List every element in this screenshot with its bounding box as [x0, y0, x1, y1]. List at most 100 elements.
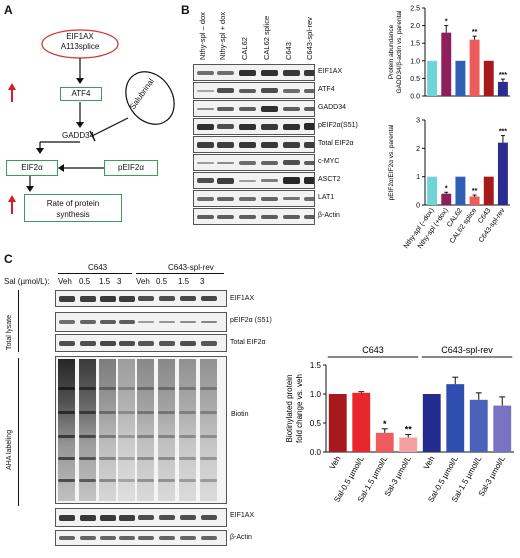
- blot-c-band: [100, 536, 116, 540]
- blot-b-band: [217, 88, 234, 93]
- salubrinal-ellipse: [125, 71, 175, 125]
- biotin-band: [179, 387, 196, 390]
- bar: [422, 394, 441, 452]
- biotin-lane: [137, 359, 154, 501]
- blot-b-band: [239, 214, 256, 219]
- blot-b-band: [239, 179, 256, 182]
- blot-b-band: [217, 124, 234, 129]
- blot-b-band: [197, 123, 214, 130]
- sal-dose-label: Sal (µmol/L):: [4, 277, 50, 286]
- blot-c-band: [59, 340, 75, 346]
- biotin-band: [200, 479, 217, 482]
- blot-c-band: [201, 515, 217, 520]
- aha-labeling-bracket: [18, 358, 19, 506]
- blot-b-band: [304, 141, 314, 148]
- blot-b-strip-8: [193, 208, 315, 225]
- y-tick-label: 0.5: [410, 76, 420, 83]
- panel-label-c: C: [4, 252, 13, 266]
- bar: [328, 394, 347, 452]
- blot-b-band: [197, 107, 214, 110]
- panel-label-b: B: [181, 3, 190, 17]
- lane-label-3: CAL62 splice: [262, 15, 271, 60]
- blot-c-band: [100, 295, 116, 302]
- blot-c-band: [180, 536, 196, 540]
- bar: [441, 32, 452, 96]
- biotin-lane: [158, 359, 175, 501]
- lane-label-1: Nthy-spl + dox: [218, 11, 227, 60]
- biotin-band: [79, 457, 96, 460]
- biotin-band: [99, 435, 116, 438]
- bar: [483, 176, 494, 205]
- group-line-spl-rev: [136, 273, 224, 274]
- total-lysate-bracket: [18, 290, 19, 352]
- blot-b-band: [239, 141, 256, 148]
- blot-c-band: [201, 340, 217, 346]
- y-axis-label: fold change vs. veh: [295, 374, 304, 443]
- blot-c-strip-bottom-0: [55, 508, 227, 527]
- blot-c-band: [119, 295, 135, 302]
- blot-b-strip-6: [193, 172, 315, 189]
- blot-c-band: [138, 536, 154, 540]
- blot-c-band: [159, 340, 175, 346]
- blot-c-band: [201, 536, 217, 540]
- biotin-band: [58, 479, 75, 482]
- bar: [441, 193, 452, 205]
- blot-b-band: [197, 196, 214, 201]
- blot-b-protein-label: LAT1: [318, 194, 335, 201]
- blot-b-band: [217, 161, 234, 164]
- blot-b-band: [239, 69, 256, 76]
- gadd34-label: GADD34: [62, 131, 95, 140]
- biotin-band: [158, 457, 175, 460]
- blot-c-label-bottom: β-Actin: [230, 534, 252, 541]
- group-label: C643: [362, 345, 384, 355]
- biotin-band: [137, 457, 154, 460]
- rate-label-2: synthesis: [56, 210, 90, 219]
- blot-c-band: [138, 321, 154, 323]
- blot-c-band: [59, 514, 75, 521]
- biotin-band: [179, 411, 196, 414]
- biotin-band: [79, 387, 96, 390]
- blot-b-band: [283, 141, 300, 148]
- blot-c-label-bottom: EIF1AX: [230, 512, 255, 519]
- blot-b-band: [304, 69, 314, 76]
- biotin-band: [179, 479, 196, 482]
- bar: [469, 196, 480, 205]
- biotin-band: [58, 435, 75, 438]
- blot-c-label-top: EIF1AX: [230, 295, 255, 302]
- blot-c-band: [159, 536, 175, 540]
- biotin-band: [200, 435, 217, 438]
- blot-b-band: [261, 196, 278, 201]
- bar: [455, 60, 466, 96]
- biotin-band: [118, 457, 135, 460]
- biotin-lane: [179, 359, 196, 501]
- blot-c-band: [138, 296, 154, 301]
- blot-b-band: [283, 123, 300, 130]
- biotin-band: [79, 435, 96, 438]
- dose-label-0: Veh: [58, 277, 72, 286]
- blot-c-band: [100, 340, 116, 346]
- blot-b-band: [217, 214, 234, 219]
- pathway-diagram: [8, 29, 175, 214]
- blot-b-band: [304, 123, 314, 130]
- blot-b-strip-4: [193, 136, 315, 153]
- blot-b-strip-3: [193, 118, 315, 135]
- dose-label-3: 3: [117, 277, 122, 286]
- blot-b-band: [197, 161, 214, 164]
- biotin-band: [99, 387, 116, 390]
- blot-b-protein-label: Total EIF2α: [318, 140, 354, 147]
- blot-b-strip-2: [193, 100, 315, 117]
- bar: [469, 399, 488, 452]
- biotin-band: [58, 411, 75, 414]
- blot-c-band: [80, 536, 96, 540]
- bar: [469, 39, 480, 96]
- blot-b-band: [261, 160, 278, 165]
- blot-b-strip-5: [193, 154, 315, 171]
- biotin-band: [99, 479, 116, 482]
- blot-c-label-top: pEIF2α (S51): [230, 317, 272, 324]
- significance-label: *: [445, 185, 448, 192]
- bar: [483, 60, 494, 96]
- biotin-lane: [99, 359, 116, 501]
- a113splice-label: A113splice: [60, 42, 100, 51]
- biotin-band: [118, 479, 135, 482]
